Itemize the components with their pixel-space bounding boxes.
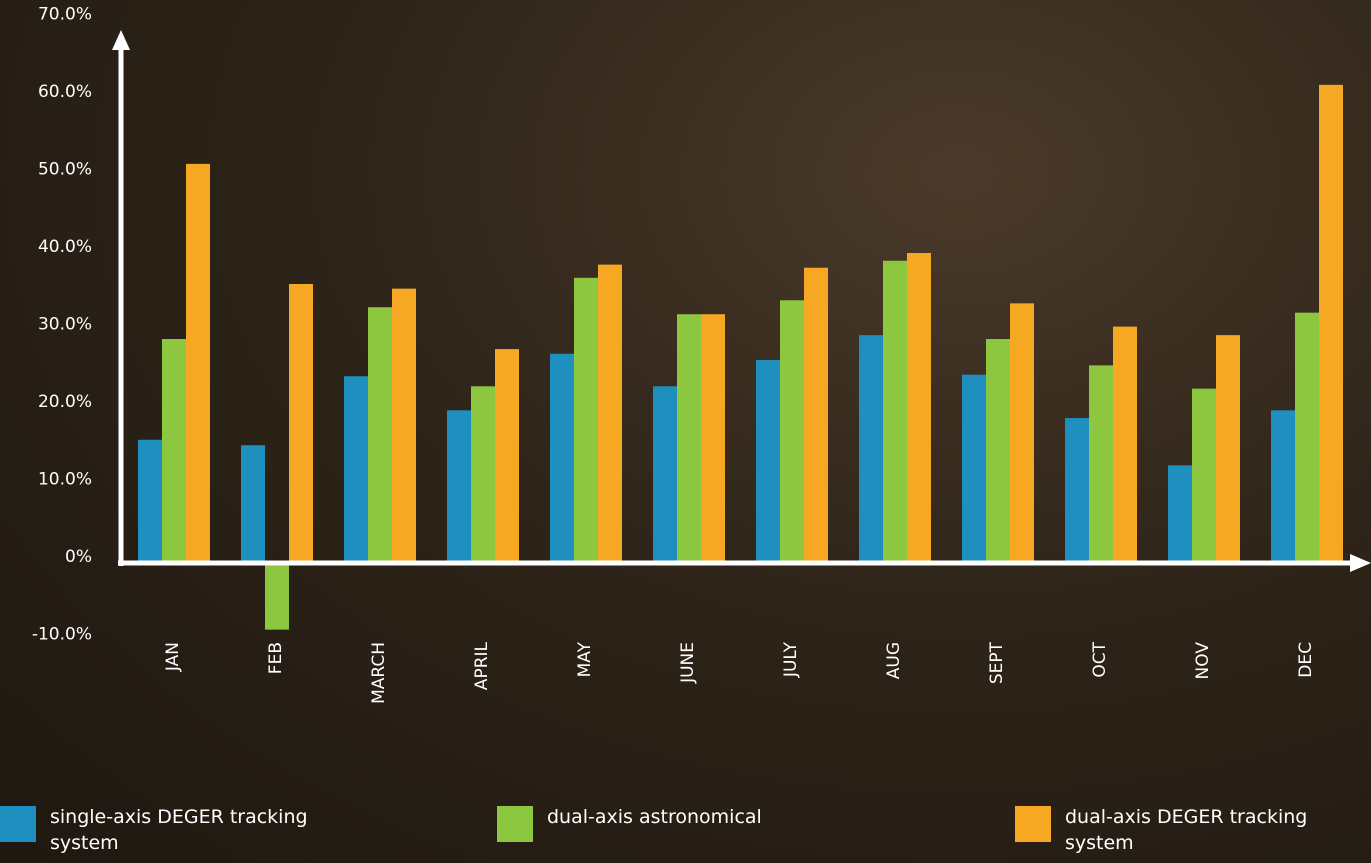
- x-axis-arrow: [1350, 554, 1371, 572]
- y-tick-label: 30.0%: [38, 315, 92, 335]
- chart: -10.0% 0% 10.0% 20.0% 30.0% 40.0% 50.0% 60.0% 70…: [0, 0, 1371, 863]
- bar: [1319, 85, 1343, 563]
- x-tick-label: JULY: [781, 641, 801, 678]
- legend-swatch: [1015, 806, 1051, 842]
- bar: [598, 265, 622, 563]
- bar: [162, 339, 186, 563]
- x-tick-label: DEC: [1296, 642, 1316, 678]
- bar: [265, 563, 289, 630]
- bar: [907, 253, 931, 563]
- y-tick-label: 60.0%: [38, 82, 92, 102]
- y-tick-label: 40.0%: [38, 237, 92, 257]
- bar: [756, 360, 780, 563]
- y-axis-arrow: [112, 30, 130, 50]
- bar: [962, 375, 986, 563]
- y-tick-label: 10.0%: [38, 470, 92, 490]
- bar: [804, 268, 828, 563]
- bar: [574, 278, 598, 563]
- legend-item: dual-axis astronomical: [497, 804, 797, 842]
- legend-label: dual-axis astronomical: [547, 804, 762, 830]
- bar: [550, 354, 574, 563]
- bar: [344, 376, 368, 563]
- x-tick-label: SEPT: [987, 641, 1007, 684]
- legend-item: dual-axis DEGER tracking system: [1015, 804, 1371, 856]
- bar: [701, 314, 725, 563]
- y-tick-label: 50.0%: [38, 160, 92, 180]
- x-tick-label: JAN: [163, 642, 183, 672]
- bar: [1089, 365, 1113, 563]
- bar: [883, 261, 907, 563]
- y-tick-label: -10.0%: [32, 625, 92, 645]
- bar: [1168, 465, 1192, 563]
- x-tick-label: FEB: [266, 642, 286, 674]
- bar: [289, 284, 313, 563]
- y-tick-label: 20.0%: [38, 392, 92, 412]
- bar: [859, 335, 883, 563]
- bar: [241, 445, 265, 563]
- x-tick-label: APRIL: [472, 641, 492, 690]
- legend-swatch: [0, 806, 36, 842]
- bar: [1216, 335, 1240, 563]
- bar: [1192, 389, 1216, 563]
- bar: [368, 307, 392, 563]
- bar: [186, 164, 210, 563]
- x-tick-label: JUNE: [678, 642, 698, 684]
- x-tick-label: MAY: [575, 641, 595, 677]
- x-tick-label: OCT: [1090, 641, 1110, 677]
- bar: [653, 386, 677, 563]
- bar: [138, 440, 162, 563]
- y-tick-label: 70.0%: [38, 5, 92, 25]
- legend-item: single-axis DEGER tracking system: [0, 804, 330, 856]
- bar: [986, 339, 1010, 563]
- bar: [1295, 313, 1319, 563]
- bar: [780, 300, 804, 563]
- page: {"chart_data": {"type": "bar", "categori…: [0, 0, 1371, 863]
- bar: [1113, 327, 1137, 563]
- legend-label: dual-axis DEGER tracking system: [1065, 804, 1371, 856]
- bar: [392, 289, 416, 563]
- x-tick-label: AUG: [884, 642, 904, 679]
- legend-swatch: [497, 806, 533, 842]
- bar: [677, 314, 701, 563]
- bar: [495, 349, 519, 563]
- bar: [471, 386, 495, 563]
- x-tick-label: NOV: [1193, 642, 1213, 680]
- y-tick-label: 0%: [65, 547, 92, 567]
- bar: [447, 410, 471, 563]
- bar: [1271, 410, 1295, 563]
- bar: [1065, 418, 1089, 563]
- x-tick-label: MARCH: [369, 642, 389, 704]
- bar: [1010, 303, 1034, 563]
- legend-label: single-axis DEGER tracking system: [50, 804, 330, 856]
